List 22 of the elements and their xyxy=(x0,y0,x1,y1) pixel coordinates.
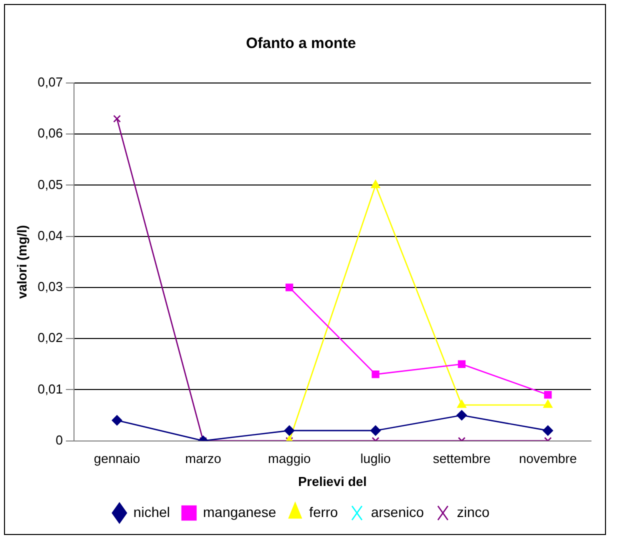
x-tick-label: marzo xyxy=(185,451,222,466)
legend-label: zinco xyxy=(456,504,490,520)
legend-label: manganese xyxy=(203,504,276,520)
y-tick-label: 0,07 xyxy=(38,74,63,90)
x-tick-label: settembre xyxy=(432,451,491,466)
legend-label: nichel xyxy=(133,504,170,520)
x-tick-label: luglio xyxy=(360,451,391,466)
y-tick-label: 0 xyxy=(56,432,63,448)
y-tick-label: 0,03 xyxy=(38,279,63,294)
chart-title: Ofanto a monte xyxy=(246,35,356,52)
x-tick-label: novembre xyxy=(519,451,577,466)
x-tick-label: maggio xyxy=(268,451,311,466)
y-tick-label: 0,01 xyxy=(38,381,63,396)
x-tick-label: gennaio xyxy=(94,451,140,466)
y-axis-title: valori (mg/l) xyxy=(14,225,30,299)
x-axis-title: Prelievi del xyxy=(298,474,367,489)
legend-label: arsenico xyxy=(370,504,424,520)
y-tick-label: 0,06 xyxy=(38,126,63,141)
y-tick-label: 0,04 xyxy=(38,228,63,243)
y-tick-label: 0,05 xyxy=(38,176,63,192)
legend-label: ferro xyxy=(309,504,338,520)
y-tick-label: 0,02 xyxy=(38,330,63,346)
